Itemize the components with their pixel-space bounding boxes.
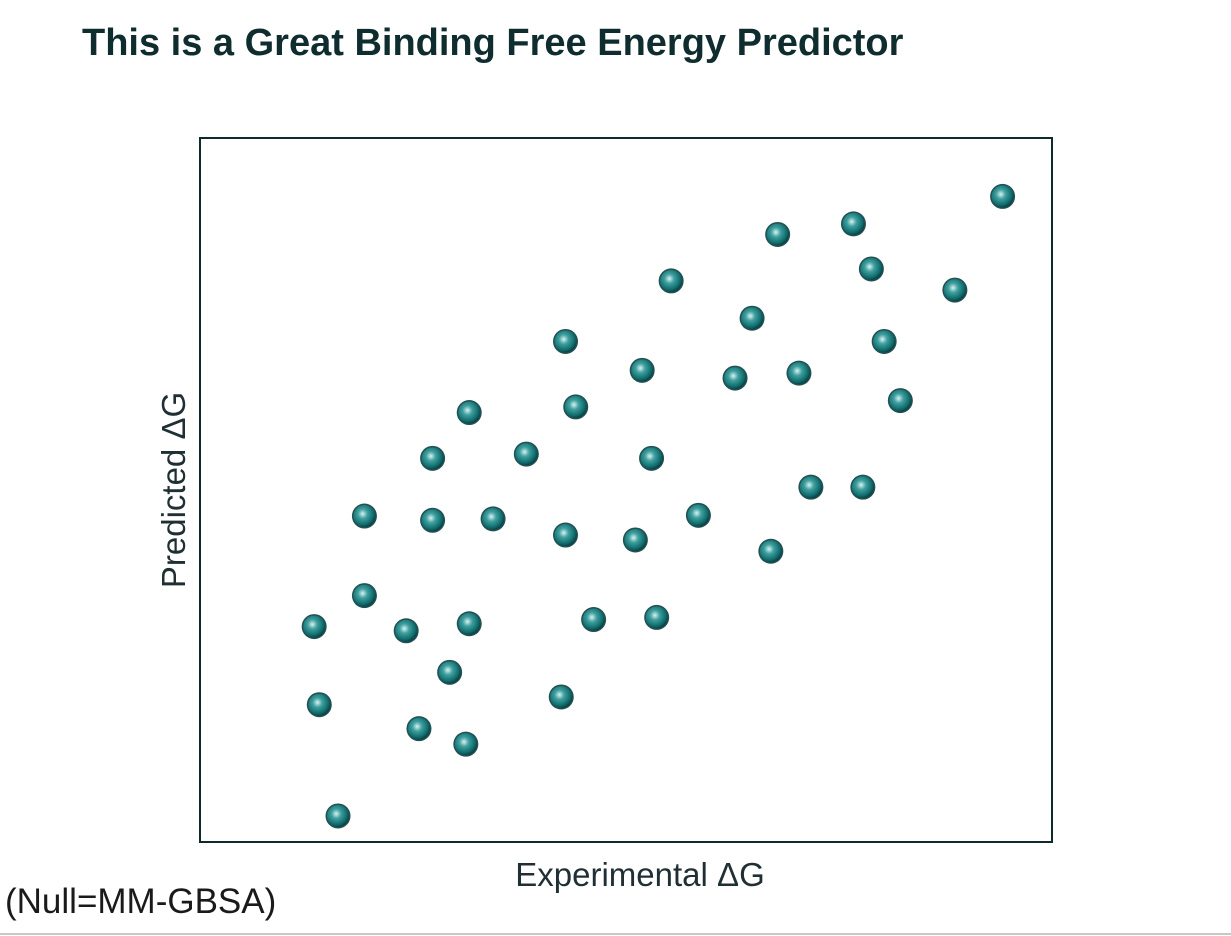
data-point	[456, 400, 482, 426]
data-point	[629, 357, 655, 383]
data-point	[325, 803, 351, 829]
data-point	[420, 445, 446, 471]
data-point	[351, 503, 377, 529]
data-point	[786, 360, 812, 386]
data-point	[942, 277, 968, 303]
data-point	[871, 328, 897, 354]
data-point	[622, 527, 648, 553]
data-point	[840, 211, 866, 237]
data-point	[548, 684, 574, 710]
data-point	[858, 256, 884, 282]
data-point	[581, 607, 607, 633]
data-point	[798, 474, 824, 500]
bottom-divider	[0, 933, 1231, 935]
scatter-points	[301, 183, 1016, 829]
data-point	[990, 183, 1016, 209]
data-point	[437, 659, 463, 685]
data-point	[639, 445, 665, 471]
data-point	[406, 716, 432, 742]
x-axis-label: Experimental ΔG	[515, 856, 764, 893]
data-point	[765, 221, 791, 247]
data-point	[351, 583, 377, 609]
y-axis-label: Predicted ΔG	[155, 392, 192, 588]
plot-frame	[199, 137, 1053, 843]
data-point	[685, 502, 711, 528]
data-point	[453, 731, 479, 757]
data-point	[887, 388, 913, 414]
data-point	[420, 507, 446, 533]
data-point	[658, 268, 684, 294]
data-point	[553, 522, 579, 548]
data-point	[644, 604, 670, 630]
data-point	[553, 328, 579, 354]
data-point	[306, 692, 332, 718]
data-point	[850, 474, 876, 500]
data-point	[393, 618, 419, 644]
data-point	[456, 611, 482, 637]
footnote: (Null=MM-GBSA)	[5, 882, 277, 921]
data-point	[563, 394, 589, 420]
data-point	[722, 365, 748, 391]
slide-title: This is a Great Binding Free Energy Pred…	[82, 22, 904, 64]
data-point	[739, 305, 765, 331]
data-point	[758, 538, 784, 564]
data-point	[513, 441, 539, 467]
data-point	[480, 506, 506, 532]
data-point	[301, 614, 327, 640]
